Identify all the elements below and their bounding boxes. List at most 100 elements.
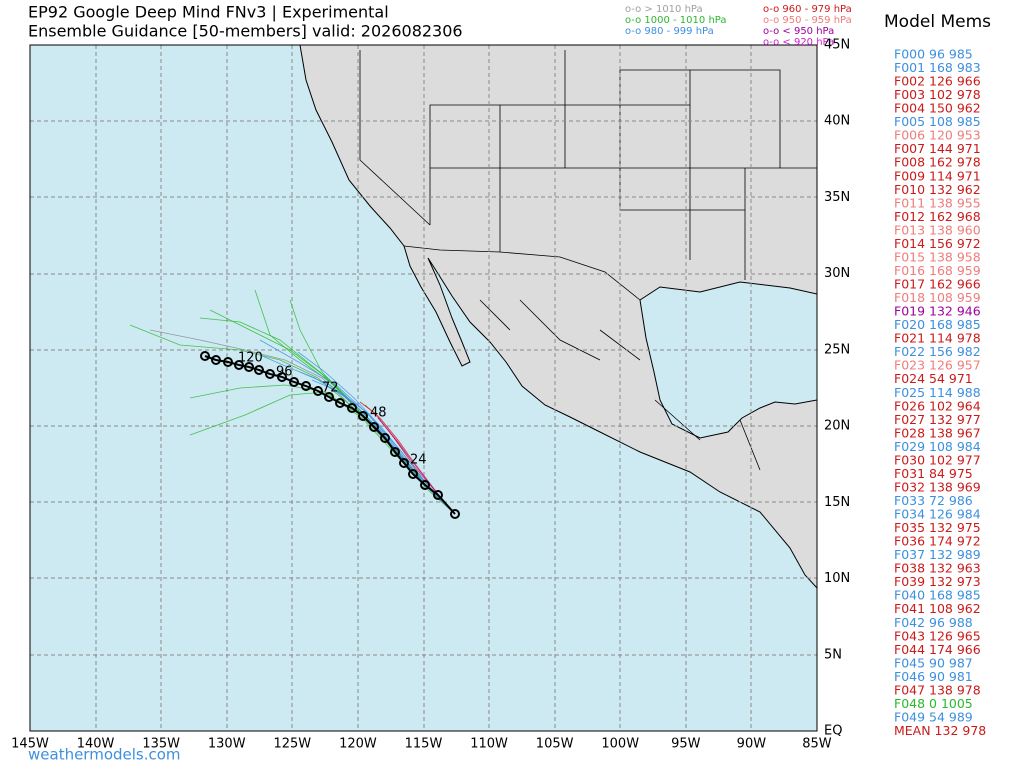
member-entry: F001 168 983 — [894, 60, 981, 75]
member-entry: F045 90 987 — [894, 655, 973, 670]
member-entry: F029 108 984 — [894, 439, 981, 454]
legend-entry: o-o 960 - 979 hPa — [763, 4, 852, 15]
member-entry: F049 54 989 — [894, 709, 973, 724]
member-entry: F017 162 966 — [894, 277, 981, 292]
member-entry: F035 132 975 — [894, 520, 981, 535]
land — [299, 45, 817, 589]
member-entry: F010 132 962 — [894, 182, 981, 197]
latitude-label: 45N — [824, 38, 850, 53]
longitude-label: 120W — [339, 737, 377, 752]
member-entry: MEAN 132 978 — [894, 723, 986, 738]
member-entry: F014 156 972 — [894, 236, 981, 251]
member-entry: F016 168 959 — [894, 263, 981, 278]
borders — [359, 50, 817, 471]
longitude-label: 140W — [77, 737, 115, 752]
member-entry: F025 114 988 — [894, 385, 981, 400]
member-entry: F041 108 962 — [894, 601, 981, 616]
map-area: 24 48 72 96 120 — [30, 45, 817, 731]
member-entry: F037 132 989 — [894, 547, 981, 562]
forecast-hours: 24 48 72 96 120 — [238, 351, 427, 468]
legend-entry: o-o 1000 - 1010 hPa — [625, 15, 726, 26]
legend-entry: o-o 980 - 999 hPa — [625, 26, 714, 37]
longitude-label: 115W — [405, 737, 443, 752]
member-entry: F003 102 978 — [894, 87, 981, 102]
member-entry: F047 138 978 — [894, 682, 981, 697]
member-entry: F007 144 971 — [894, 141, 981, 156]
members-title: Model Mems — [884, 12, 991, 32]
latitude-label: EQ — [824, 724, 842, 739]
hour-label: 120 — [238, 351, 263, 366]
latitude-label: 15N — [824, 495, 850, 510]
hour-label: 72 — [322, 381, 339, 396]
member-entry: F042 96 988 — [894, 615, 973, 630]
member-entry: F019 132 946 — [894, 304, 981, 319]
longitude-label: 100W — [601, 737, 639, 752]
member-entry: F022 156 982 — [894, 344, 981, 359]
member-entry: F031 84 975 — [894, 466, 973, 481]
longitude-label: 85W — [802, 737, 832, 752]
member-entry: F018 108 959 — [894, 290, 981, 305]
member-entry: F026 102 964 — [894, 398, 981, 413]
longitude-label: 95W — [671, 737, 701, 752]
member-entry: F023 126 957 — [894, 358, 981, 373]
legend-entry: o-o 950 - 959 hPa — [763, 15, 852, 26]
latitude-label: 35N — [824, 190, 850, 205]
longitude-label: 130W — [208, 737, 246, 752]
member-entry: F008 162 978 — [894, 155, 981, 170]
legend-entry: o-o < 920 hPa — [763, 37, 834, 48]
hour-label: 24 — [410, 453, 427, 468]
member-entry: F020 168 985 — [894, 317, 981, 332]
member-entry: F032 138 969 — [894, 479, 981, 494]
member-entry: F015 138 958 — [894, 249, 981, 264]
watermark: weathermodels.com — [28, 746, 181, 764]
longitude-label: 90W — [737, 737, 767, 752]
longitude-label: 135W — [142, 737, 180, 752]
legend-entry: o-o > 1010 hPa — [625, 4, 703, 15]
longitude-label: 105W — [536, 737, 574, 752]
member-entry: F030 102 977 — [894, 452, 981, 467]
latitude-label: 25N — [824, 342, 850, 357]
legend-entry: o-o < 950 hPa — [763, 26, 834, 37]
member-entry: F011 138 955 — [894, 195, 981, 210]
hour-label: 48 — [370, 406, 387, 421]
latitude-label: 10N — [824, 571, 850, 586]
member-entry: F046 90 981 — [894, 669, 973, 684]
member-entry: F006 120 953 — [894, 128, 981, 143]
member-entry: F034 126 984 — [894, 507, 981, 522]
map-frame — [29, 44, 818, 732]
title-line-2: Ensemble Guidance [50-members] valid: 20… — [28, 22, 463, 41]
member-entry: F027 132 977 — [894, 412, 981, 427]
member-entry: F044 174 966 — [894, 642, 981, 657]
longitude-label: 110W — [470, 737, 508, 752]
longitude-label: 125W — [273, 737, 311, 752]
member-entry: F000 96 985 — [894, 47, 973, 62]
axis-labels: 145W 140W 135W 130W 125W 120W 115W 110W 105W 100W… — [11, 38, 850, 752]
title-line-1: EP92 Google Deep Mind FNv3 | Experimenta… — [28, 3, 389, 22]
latitude-label: 20N — [824, 419, 850, 434]
latitude-label: 30N — [824, 266, 850, 281]
member-entry: F004 150 962 — [894, 101, 981, 116]
hour-label: 96 — [276, 365, 293, 380]
member-entry: F002 126 966 — [894, 74, 981, 89]
member-entry: F048 0 1005 — [894, 696, 973, 711]
member-entry: F033 72 986 — [894, 493, 973, 508]
member-entry: F021 114 978 — [894, 331, 981, 346]
longitude-label: 145W — [11, 737, 49, 752]
member-entry: F038 132 963 — [894, 561, 981, 576]
member-entry: F012 162 968 — [894, 209, 981, 224]
latitude-label: 40N — [824, 114, 850, 129]
member-entry: F028 138 967 — [894, 425, 981, 440]
member-entry: F043 126 965 — [894, 628, 981, 643]
member-entry: F013 138 960 — [894, 222, 981, 237]
member-entry: F005 108 985 — [894, 114, 981, 129]
member-entry: F039 132 973 — [894, 574, 981, 589]
member-entry: F040 168 985 — [894, 588, 981, 603]
graticule — [30, 45, 817, 731]
latitude-label: 5N — [824, 647, 842, 662]
gulf-of-mexico — [639, 281, 817, 439]
mean-track — [200, 351, 460, 519]
member-entry: F024 54 971 — [894, 371, 973, 386]
